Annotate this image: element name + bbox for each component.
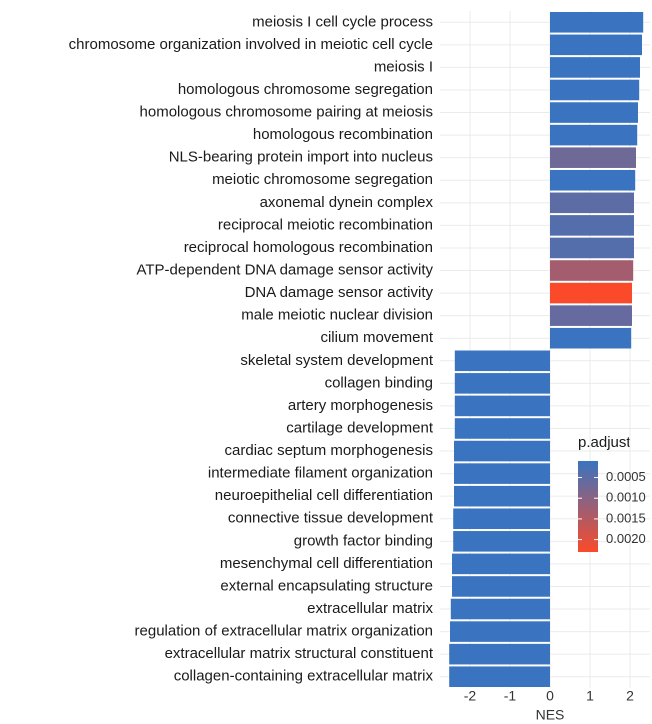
bar (454, 440, 550, 462)
bar (450, 598, 550, 620)
y-tick-label: ATP-dependent DNA damage sensor activity (136, 261, 433, 278)
y-tick-label: meiotic chromosome segregation (212, 171, 433, 188)
bar (550, 305, 632, 326)
bar (550, 282, 632, 304)
bar (550, 124, 638, 146)
bar (449, 666, 550, 687)
y-tick-label: chromosome organization involved in meio… (69, 36, 433, 53)
bar (454, 418, 550, 439)
bar (454, 350, 550, 372)
bar (550, 169, 636, 191)
bar (452, 553, 550, 575)
legend-label: 0.0015 (606, 510, 646, 525)
y-tick-label: collagen-containing extracellular matrix (174, 668, 434, 685)
x-tick-label: 2 (626, 688, 634, 704)
y-tick-label: cartilage development (286, 419, 434, 436)
bar (453, 508, 550, 530)
bar (550, 102, 638, 123)
y-tick-label: homologous chromosome segregation (178, 81, 433, 98)
y-tick-label: axonemal dynein complex (260, 194, 434, 211)
bar (550, 260, 634, 281)
y-tick-label: meiosis I (374, 58, 433, 75)
y-tick-label: extracellular matrix (307, 600, 433, 617)
y-tick-label: reciprocal homologous recombination (184, 239, 433, 256)
y-tick-label: connective tissue development (228, 510, 434, 527)
y-tick-label: artery morphogenesis (288, 397, 433, 414)
bar (452, 576, 550, 597)
bar (550, 79, 640, 101)
y-tick-label: DNA damage sensor activity (245, 284, 434, 301)
y-tick-label: cardiac septum morphogenesis (225, 442, 433, 459)
bar (454, 373, 550, 394)
y-tick-label: mesenchymal cell differentiation (220, 555, 433, 572)
y-tick-label: intermediate filament organization (208, 465, 433, 482)
y-tick-label: collagen binding (325, 374, 433, 391)
bar (550, 12, 644, 33)
y-tick-label: reciprocal meiotic recombination (218, 216, 433, 233)
x-tick-label: -1 (504, 688, 517, 704)
x-tick-label: -2 (464, 688, 477, 704)
bar (454, 463, 550, 484)
y-tick-label: male meiotic nuclear division (241, 307, 433, 324)
y-tick-label: external encapsulating structure (220, 577, 433, 594)
y-tick-label: cilium movement (320, 329, 433, 346)
bar (550, 34, 642, 56)
x-tick-label: 1 (586, 688, 594, 704)
bar (550, 237, 634, 259)
bar (550, 147, 636, 168)
x-tick-label: 0 (546, 688, 554, 704)
y-tick-label: homologous recombination (253, 126, 433, 143)
legend-label: 0.0005 (606, 469, 646, 484)
y-tick-label: regulation of extracellular matrix organ… (135, 623, 433, 640)
bar (454, 395, 550, 417)
bar (550, 192, 634, 214)
x-axis-label: NES (536, 707, 565, 723)
colorbar (578, 461, 598, 552)
bar (550, 327, 632, 349)
y-tick-label: meiosis I cell cycle process (252, 13, 433, 30)
legend-label: 0.0020 (606, 531, 646, 546)
bar (450, 621, 550, 642)
y-tick-label: skeletal system development (240, 352, 433, 369)
y-tick-label: NLS-bearing protein import into nucleus (169, 149, 433, 166)
bar (550, 57, 640, 78)
bar (550, 215, 634, 236)
legend-title: p.adjust (578, 434, 631, 451)
bar (449, 643, 550, 665)
y-tick-label: neuroepithelial cell differentiation (215, 487, 433, 504)
bar (453, 531, 550, 552)
y-tick-label: extracellular matrix structural constitu… (165, 645, 434, 662)
y-tick-label: growth factor binding (294, 532, 433, 549)
bar (454, 485, 550, 507)
legend-label: 0.0010 (606, 490, 646, 505)
y-tick-label: homologous chromosome pairing at meiosis (140, 104, 433, 121)
